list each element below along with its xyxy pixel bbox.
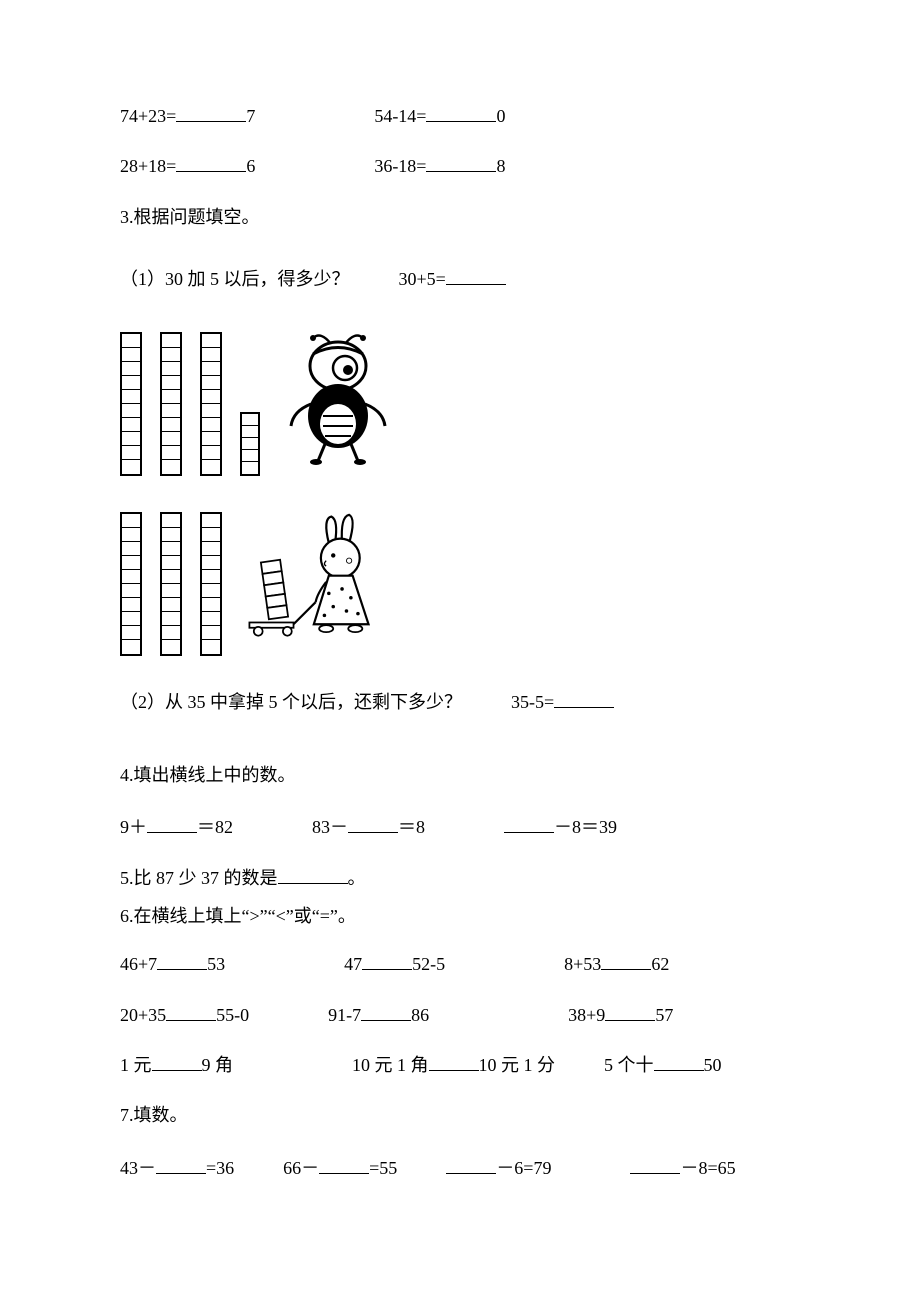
blank[interactable] — [426, 154, 496, 172]
section-6-title: 6.在横线上填上“>”“<”或“=”。 — [120, 900, 800, 932]
s7-eq1-pre: 43－ — [120, 1158, 156, 1178]
blank[interactable] — [157, 952, 207, 970]
s6-r1c2-a: 47 — [344, 954, 362, 974]
s6-r1c3-a: 8+53 — [564, 954, 601, 974]
equation-row-2: 28+18= 6 36-18= 8 — [120, 150, 800, 182]
q3-2-text: （2）从 35 中拿掉 5 个以后，还剩下多少？ — [120, 692, 462, 712]
block-stack-10 — [200, 332, 222, 476]
blank[interactable] — [654, 1053, 704, 1071]
s5-pre: 5.比 87 少 37 的数是 — [120, 868, 278, 888]
blank[interactable] — [361, 1003, 411, 1021]
eq-1-2-suffix: 0 — [496, 106, 505, 126]
blank[interactable] — [426, 104, 496, 122]
s7-eq2-pre: 66－ — [283, 1158, 319, 1178]
blank[interactable] — [429, 1053, 479, 1071]
section-4-equations: 9＋ ＝82 83－ ＝8 －8＝39 — [120, 811, 800, 843]
blank[interactable] — [348, 815, 398, 833]
s6-r1c1-b: 53 — [207, 954, 225, 974]
blank[interactable] — [152, 1053, 202, 1071]
s7-eq4-suf: －8=65 — [680, 1158, 735, 1178]
block-stack-10 — [120, 332, 142, 476]
s7-eq3-suf: －6=79 — [496, 1158, 551, 1178]
q3-2-eq: 35-5= — [511, 692, 554, 712]
section-4-title: 4.填出横线上中的数。 — [120, 759, 800, 791]
block-stack-10 — [160, 512, 182, 656]
blank[interactable] — [446, 1156, 496, 1174]
blank[interactable] — [156, 1156, 206, 1174]
eq4-1-suf: ＝82 — [197, 817, 233, 837]
s6-r2c1-b: 55-0 — [216, 1005, 249, 1025]
blank[interactable] — [446, 267, 506, 285]
block-stack-10 — [200, 512, 222, 656]
blank[interactable] — [176, 154, 246, 172]
eq4-1-pre: 9＋ — [120, 817, 147, 837]
s6-r2c2-b: 86 — [411, 1005, 429, 1025]
section-7-title: 7.填数。 — [120, 1099, 800, 1131]
q3-1-text: （1）30 加 5 以后，得多少？ — [120, 269, 350, 289]
question-3-1: （1）30 加 5 以后，得多少？ 30+5= — [120, 263, 800, 295]
s7-eq1-suf: =36 — [206, 1158, 234, 1178]
s5-suf: 。 — [348, 868, 366, 888]
section-5: 5.比 87 少 37 的数是 。 — [120, 862, 800, 894]
question-3-2: （2）从 35 中拿掉 5 个以后，还剩下多少？ 35-5= — [120, 686, 800, 718]
s6-r1c3-b: 62 — [651, 954, 669, 974]
blank[interactable] — [605, 1003, 655, 1021]
eq-1-1-suffix: 7 — [246, 106, 255, 126]
s6-row-3: 1 元 9 角 10 元 1 角 10 元 1 分 5 个十 50 — [120, 1049, 800, 1081]
section-3-title: 3.根据问题填空。 — [120, 201, 800, 233]
s6-row-2: 20+35 55-0 91-7 86 38+9 57 — [120, 999, 800, 1031]
s6-r2c1-a: 20+35 — [120, 1005, 166, 1025]
eq-2-2-suffix: 8 — [496, 156, 505, 176]
illustration-ant — [120, 326, 800, 657]
block-stack-10 — [120, 512, 142, 656]
s6-r1c2-b: 52-5 — [412, 954, 445, 974]
blank[interactable] — [278, 866, 348, 884]
blank[interactable] — [504, 815, 554, 833]
eq-2-1: 28+18= — [120, 156, 176, 176]
block-stack-10 — [160, 332, 182, 476]
blank[interactable] — [147, 815, 197, 833]
s6-r3c2-a: 10 元 1 角 — [352, 1055, 429, 1075]
blank[interactable] — [630, 1156, 680, 1174]
s6-row-1: 46+7 53 47 52-5 8+53 62 — [120, 948, 800, 980]
blank[interactable] — [319, 1156, 369, 1174]
s6-r3c3-b: 50 — [704, 1055, 722, 1075]
eq4-2-suf: ＝8 — [398, 817, 425, 837]
equation-row-1: 74+23= 7 54-14= 0 — [120, 100, 800, 132]
eq-1-1: 74+23= — [120, 106, 176, 126]
ant-icon — [283, 326, 403, 476]
s6-r3c2-b: 10 元 1 分 — [479, 1055, 556, 1075]
rabbit-icon — [245, 501, 395, 656]
eq4-2-pre: 83－ — [312, 817, 348, 837]
s6-r1c1-a: 46+7 — [120, 954, 157, 974]
blank[interactable] — [176, 104, 246, 122]
s7-row: 43－ =36 66－ =55 －6=79 －8=65 — [120, 1152, 800, 1184]
s6-r3c1-a: 1 元 — [120, 1055, 152, 1075]
eq4-3-suf: －8＝39 — [554, 817, 617, 837]
s6-r3c1-b: 9 角 — [202, 1055, 234, 1075]
eq-2-1-suffix: 6 — [246, 156, 255, 176]
blank[interactable] — [166, 1003, 216, 1021]
s6-r2c2-a: 91-7 — [328, 1005, 361, 1025]
s7-eq2-suf: =55 — [369, 1158, 397, 1178]
s6-r2c3-a: 38+9 — [568, 1005, 605, 1025]
block-stack-5 — [240, 412, 260, 476]
s6-r2c3-b: 57 — [655, 1005, 673, 1025]
blank[interactable] — [554, 690, 614, 708]
blank[interactable] — [601, 952, 651, 970]
s6-r3c3-a: 5 个十 — [604, 1055, 654, 1075]
q3-1-eq: 30+5= — [399, 269, 446, 289]
blank[interactable] — [362, 952, 412, 970]
eq-2-2: 36-18= — [374, 156, 426, 176]
eq-1-2: 54-14= — [374, 106, 426, 126]
